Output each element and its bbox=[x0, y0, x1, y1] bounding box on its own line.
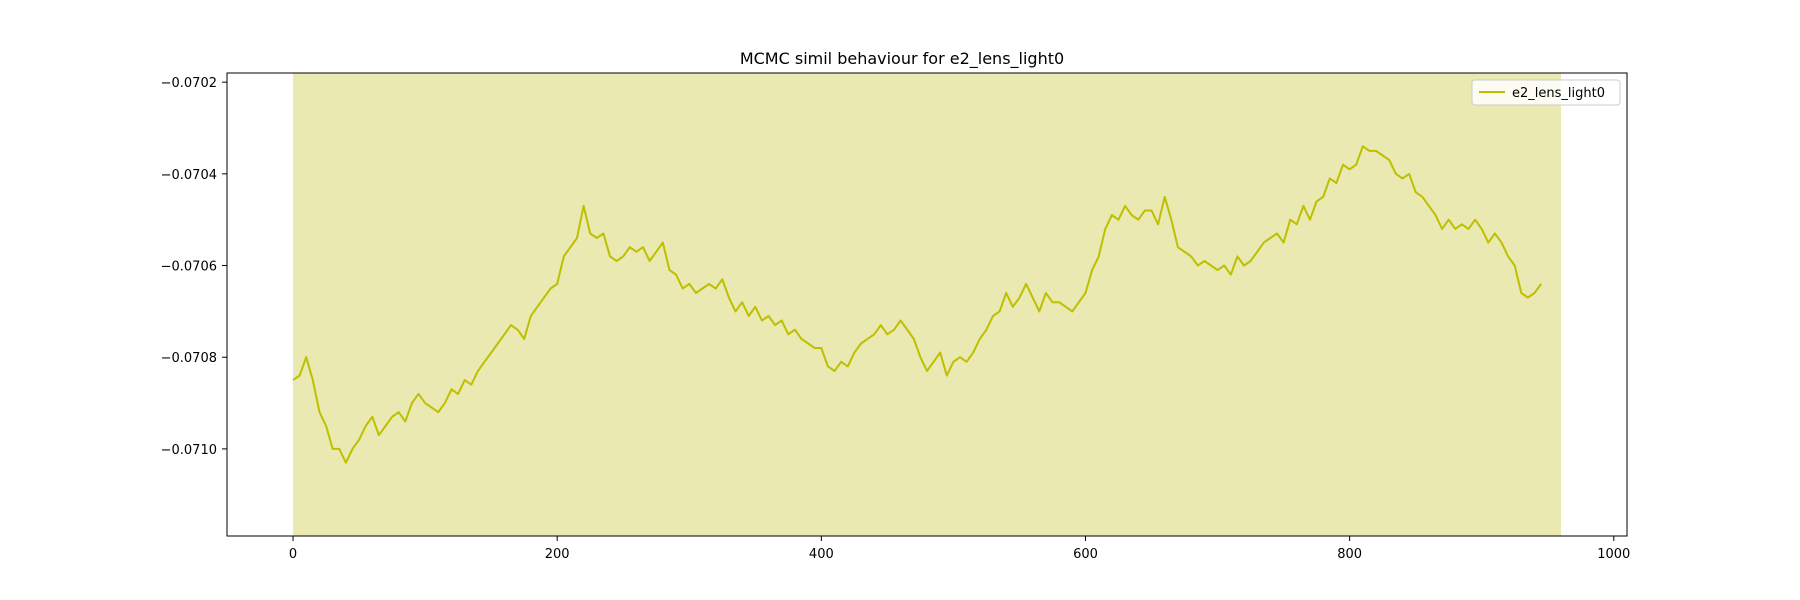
y-tick-label: −0.0706 bbox=[161, 260, 217, 275]
shaded-region bbox=[293, 73, 1561, 536]
legend: e2_lens_light0 bbox=[1471, 79, 1621, 106]
x-tick-label: 800 bbox=[1337, 547, 1362, 562]
x-tick-label: 1000 bbox=[1597, 547, 1630, 562]
legend-label: e2_lens_light0 bbox=[1512, 86, 1605, 101]
legend-box bbox=[1471, 79, 1621, 106]
y-tick-label: −0.0710 bbox=[161, 443, 217, 458]
y-axis: −0.0702 −0.0704 −0.0706 −0.0708 −0.0710 bbox=[161, 76, 227, 458]
x-tick-label: 0 bbox=[289, 547, 297, 562]
axes-frame bbox=[226, 72, 1628, 537]
x-tick-label: 600 bbox=[1073, 547, 1098, 562]
x-tick-label: 200 bbox=[545, 547, 570, 562]
chart-title: MCMC simil behaviour for e2_lens_light0 bbox=[740, 49, 1064, 69]
plot-area bbox=[226, 72, 1628, 537]
series-line-e2_lens_light0 bbox=[292, 145, 1543, 464]
x-tick-label: 400 bbox=[809, 547, 834, 562]
y-tick-label: −0.0708 bbox=[161, 351, 217, 366]
y-tick-label: −0.0704 bbox=[161, 168, 217, 183]
x-axis: 0 200 400 600 800 1000 bbox=[289, 536, 1630, 562]
y-tick-label: −0.0702 bbox=[161, 76, 217, 91]
